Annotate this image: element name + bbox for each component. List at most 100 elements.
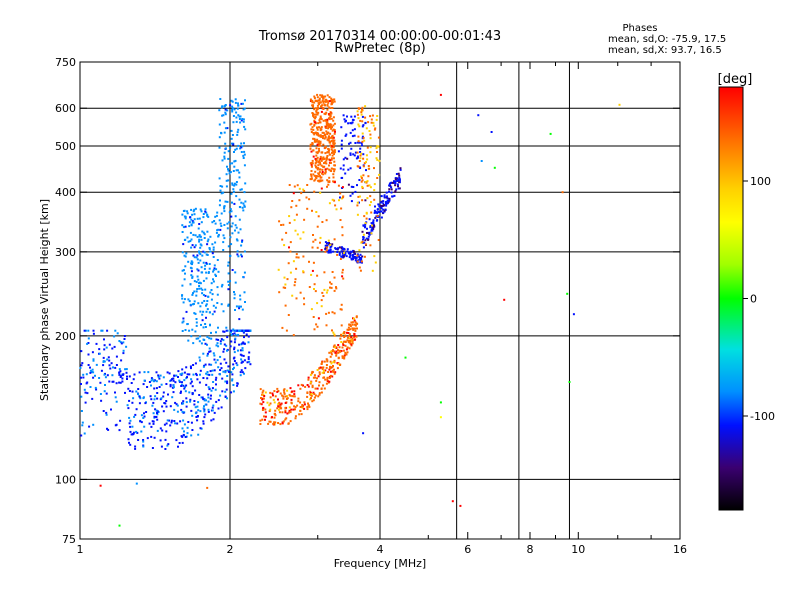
data-point [188,391,191,394]
data-point [295,204,298,207]
data-point [368,204,371,207]
data-point [235,169,238,172]
data-point [197,337,200,340]
data-point [355,157,358,160]
data-point [295,253,298,256]
data-point [202,279,205,282]
data-point [201,319,204,322]
data-point [378,205,381,208]
data-point [368,231,371,234]
data-point [231,108,234,111]
data-point [328,251,331,254]
data-point [366,158,369,161]
data-point [194,412,197,415]
data-point [351,321,354,324]
data-point [197,401,200,404]
data-point [176,410,179,413]
data-point [240,253,243,256]
data-point [339,192,342,195]
data-point [190,246,193,249]
data-point [383,209,386,212]
data-point [387,200,390,203]
data-point [238,171,241,174]
data-point [317,215,320,218]
data-point [223,210,226,213]
data-point [243,125,246,128]
data-point [273,412,276,415]
data-point [360,152,363,155]
data-point [328,96,331,99]
data-point [376,158,379,161]
data-point [372,219,375,222]
data-point [308,198,311,201]
data-point [228,221,231,224]
data-point [332,157,335,160]
data-point [326,155,329,157]
data-point [158,386,161,388]
data-point [346,346,349,349]
data-point [282,223,285,226]
data-point [240,102,243,105]
data-point [342,195,345,198]
data-point [235,362,238,365]
data-point [220,338,223,341]
data-point [337,150,340,153]
data-point [324,369,327,372]
data-point [121,380,124,383]
data-point [277,398,279,401]
data-point [236,253,239,256]
data-point [188,300,191,303]
data-point [312,316,315,318]
colorbar [718,86,744,511]
data-point [344,351,347,354]
data-point [339,196,341,199]
data-point [310,394,313,397]
data-point [208,248,211,250]
data-point [341,234,344,237]
data-point [568,381,571,383]
data-point [241,240,243,243]
data-point [224,111,227,114]
data-point [317,395,320,398]
data-point [384,208,387,211]
data-point [191,244,194,247]
data-point [341,271,344,274]
data-point [341,251,344,254]
data-point [352,119,355,121]
x-tick-label: 2 [227,543,234,556]
data-point [233,184,236,187]
data-point [234,281,237,284]
data-point [330,353,333,356]
data-point [273,416,276,419]
data-point [316,126,318,129]
data-point [314,107,317,110]
data-point [156,397,159,400]
data-point [223,155,226,158]
data-point [316,168,319,171]
data-point [214,306,217,309]
data-point [128,416,131,419]
data-point [313,133,316,136]
data-point [237,102,239,105]
data-point [326,185,328,188]
data-point [359,151,362,153]
data-point [182,301,185,304]
data-point [369,137,372,140]
data-point [217,326,219,329]
data-point [142,439,145,441]
data-point [343,355,346,358]
data-point [317,375,320,378]
data-point [189,266,192,269]
data-point [152,420,155,423]
data-point [333,98,336,101]
data-point [282,389,285,392]
data-point [217,228,220,231]
data-point [202,250,205,253]
data-point [285,417,288,420]
data-point [225,326,228,329]
data-point [357,123,360,126]
data-point [235,111,238,114]
data-point [80,364,83,367]
data-point [233,297,236,300]
data-point [321,131,324,134]
